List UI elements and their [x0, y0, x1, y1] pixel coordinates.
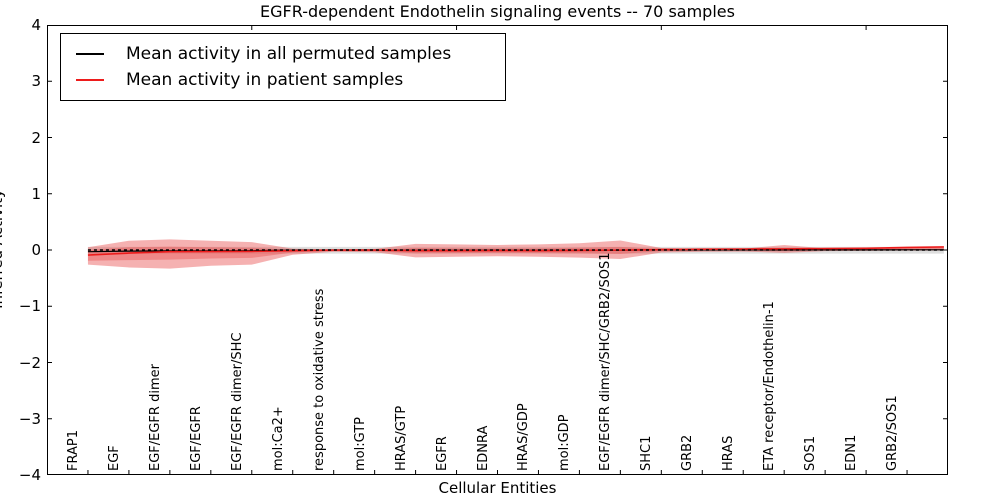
x-axis-label: Cellular Entities — [438, 479, 557, 497]
x-category-label: EGF — [106, 445, 122, 471]
x-category-label: mol:GDP — [557, 414, 573, 471]
x-category-label: EGF/EGFR dimer/SHC/GRB2/SOS1 — [598, 252, 614, 472]
y-tick-label: −3 — [18, 409, 41, 428]
y-tick-label: −4 — [18, 466, 41, 484]
y-tick-label: −2 — [18, 353, 41, 372]
x-category-label: GRB2 — [680, 434, 696, 471]
y-tick-label: 2 — [31, 128, 41, 147]
x-category-label: HRAS/GDP — [516, 403, 532, 471]
x-category-label: HRAS — [721, 435, 737, 471]
legend: Mean activity in all permuted samples Me… — [60, 33, 506, 101]
x-category-label: FRAP1 — [65, 430, 81, 471]
x-category-label: EDN1 — [844, 434, 860, 471]
x-category-label: mol:GTP — [352, 417, 368, 471]
x-category-label: EGF/EGFR dimer — [147, 364, 163, 471]
plot-area — [47, 24, 948, 476]
legend-item-permuted: Mean activity in all permuted samples — [76, 41, 493, 67]
y-tick-label: −1 — [18, 297, 41, 316]
patient-spread-outer-band — [87, 239, 944, 269]
y-tick-label: 1 — [31, 184, 41, 203]
x-category-label: EDNRA — [475, 425, 491, 471]
x-category-label: mol:Ca2+ — [270, 406, 286, 471]
chart-title: EGFR-dependent Endothelin signaling even… — [260, 2, 735, 21]
x-category-label: SHC1 — [639, 435, 655, 471]
x-category-label: ETA receptor/Endothelin-1 — [762, 301, 778, 471]
y-tick-label: 4 — [31, 16, 41, 34]
y-tick-label: 0 — [31, 241, 41, 259]
x-category-label: EGF/EGFR dimer/SHC — [229, 332, 245, 471]
legend-label-permuted: Mean activity in all permuted samples — [126, 44, 452, 64]
legend-label-patient: Mean activity in patient samples — [126, 70, 404, 90]
legend-item-patient: Mean activity in patient samples — [76, 67, 493, 93]
patient-mean-line — [87, 246, 944, 256]
y-tick-label: 3 — [31, 72, 41, 91]
x-category-label: response to oxidative stress — [311, 288, 327, 471]
permuted-line-swatch — [76, 53, 104, 55]
x-category-label: GRB2/SOS1 — [885, 395, 901, 471]
x-category-label: EGFR — [434, 436, 450, 471]
x-category-label: SOS1 — [803, 435, 819, 471]
patient-line-swatch — [76, 79, 104, 81]
x-category-label: HRAS/GTP — [393, 405, 409, 471]
x-category-label: EGF/EGFR — [188, 406, 204, 471]
chart-canvas — [47, 24, 948, 476]
